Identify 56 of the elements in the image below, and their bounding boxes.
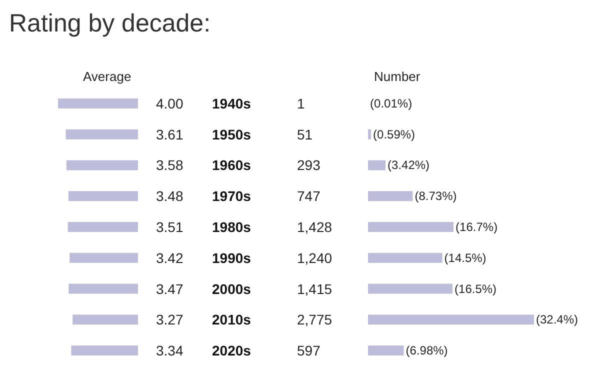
y-tick-label: 2020s xyxy=(212,342,252,359)
y-tick-label: 2000s xyxy=(212,280,252,297)
data-label: (0.01%) xyxy=(370,96,412,110)
text: 1,415 xyxy=(297,280,332,297)
bar xyxy=(368,222,454,232)
data-label: 4.00 xyxy=(156,95,184,112)
bar xyxy=(68,222,138,232)
text: 2,775 xyxy=(297,312,332,328)
data-label: (32.4%) xyxy=(536,312,578,327)
data-label: (0.59%) xyxy=(373,127,416,142)
y-tick-label: 2010s xyxy=(212,312,252,328)
bar xyxy=(68,284,138,294)
data-label: 3.48 xyxy=(156,188,184,204)
bar xyxy=(72,314,138,325)
y-tick-label: 1990s xyxy=(212,250,252,266)
bar xyxy=(70,252,138,263)
y-tick-label: 1950s xyxy=(212,126,252,142)
bar xyxy=(368,129,372,140)
y-tick-label: 1980s xyxy=(212,219,252,235)
y-tick-label: 1970s xyxy=(212,188,252,204)
data-label: (16.5%) xyxy=(454,282,497,296)
bar xyxy=(66,160,138,170)
bar xyxy=(368,252,442,263)
chart-title: Rating by decade: xyxy=(9,10,211,38)
text: 1 xyxy=(297,95,305,112)
bar xyxy=(68,191,138,202)
bar xyxy=(368,160,386,170)
text: 51 xyxy=(297,126,313,142)
bar xyxy=(368,284,453,294)
bar xyxy=(368,314,534,325)
bar xyxy=(368,346,404,356)
bar xyxy=(58,98,138,108)
data-label: (16.7%) xyxy=(456,220,498,234)
data-label: (6.98%) xyxy=(406,344,448,358)
data-label: 3.42 xyxy=(156,250,184,266)
data-label: 3.61 xyxy=(156,126,184,142)
text: 1,428 xyxy=(297,219,332,235)
y-tick-label: 1940s xyxy=(212,95,252,112)
data-label: 3.27 xyxy=(156,312,184,328)
data-label: 3.47 xyxy=(156,280,184,297)
data-label: 3.58 xyxy=(156,157,184,174)
text: 1,240 xyxy=(297,250,332,266)
bar xyxy=(368,191,413,202)
data-label: (14.5%) xyxy=(444,250,486,265)
data-label: (3.42%) xyxy=(388,158,430,172)
bar xyxy=(71,346,138,356)
data-label: 3.51 xyxy=(156,219,184,235)
text: 597 xyxy=(297,342,321,359)
data-label: 3.34 xyxy=(156,342,184,359)
bar xyxy=(66,129,138,140)
data-label: (8.73%) xyxy=(414,189,457,204)
x-axis-title: Average xyxy=(83,69,132,84)
y-tick-label: 1960s xyxy=(212,157,252,174)
text: 293 xyxy=(297,157,321,174)
x-axis-title: Number xyxy=(374,69,421,84)
text: 747 xyxy=(297,188,321,204)
